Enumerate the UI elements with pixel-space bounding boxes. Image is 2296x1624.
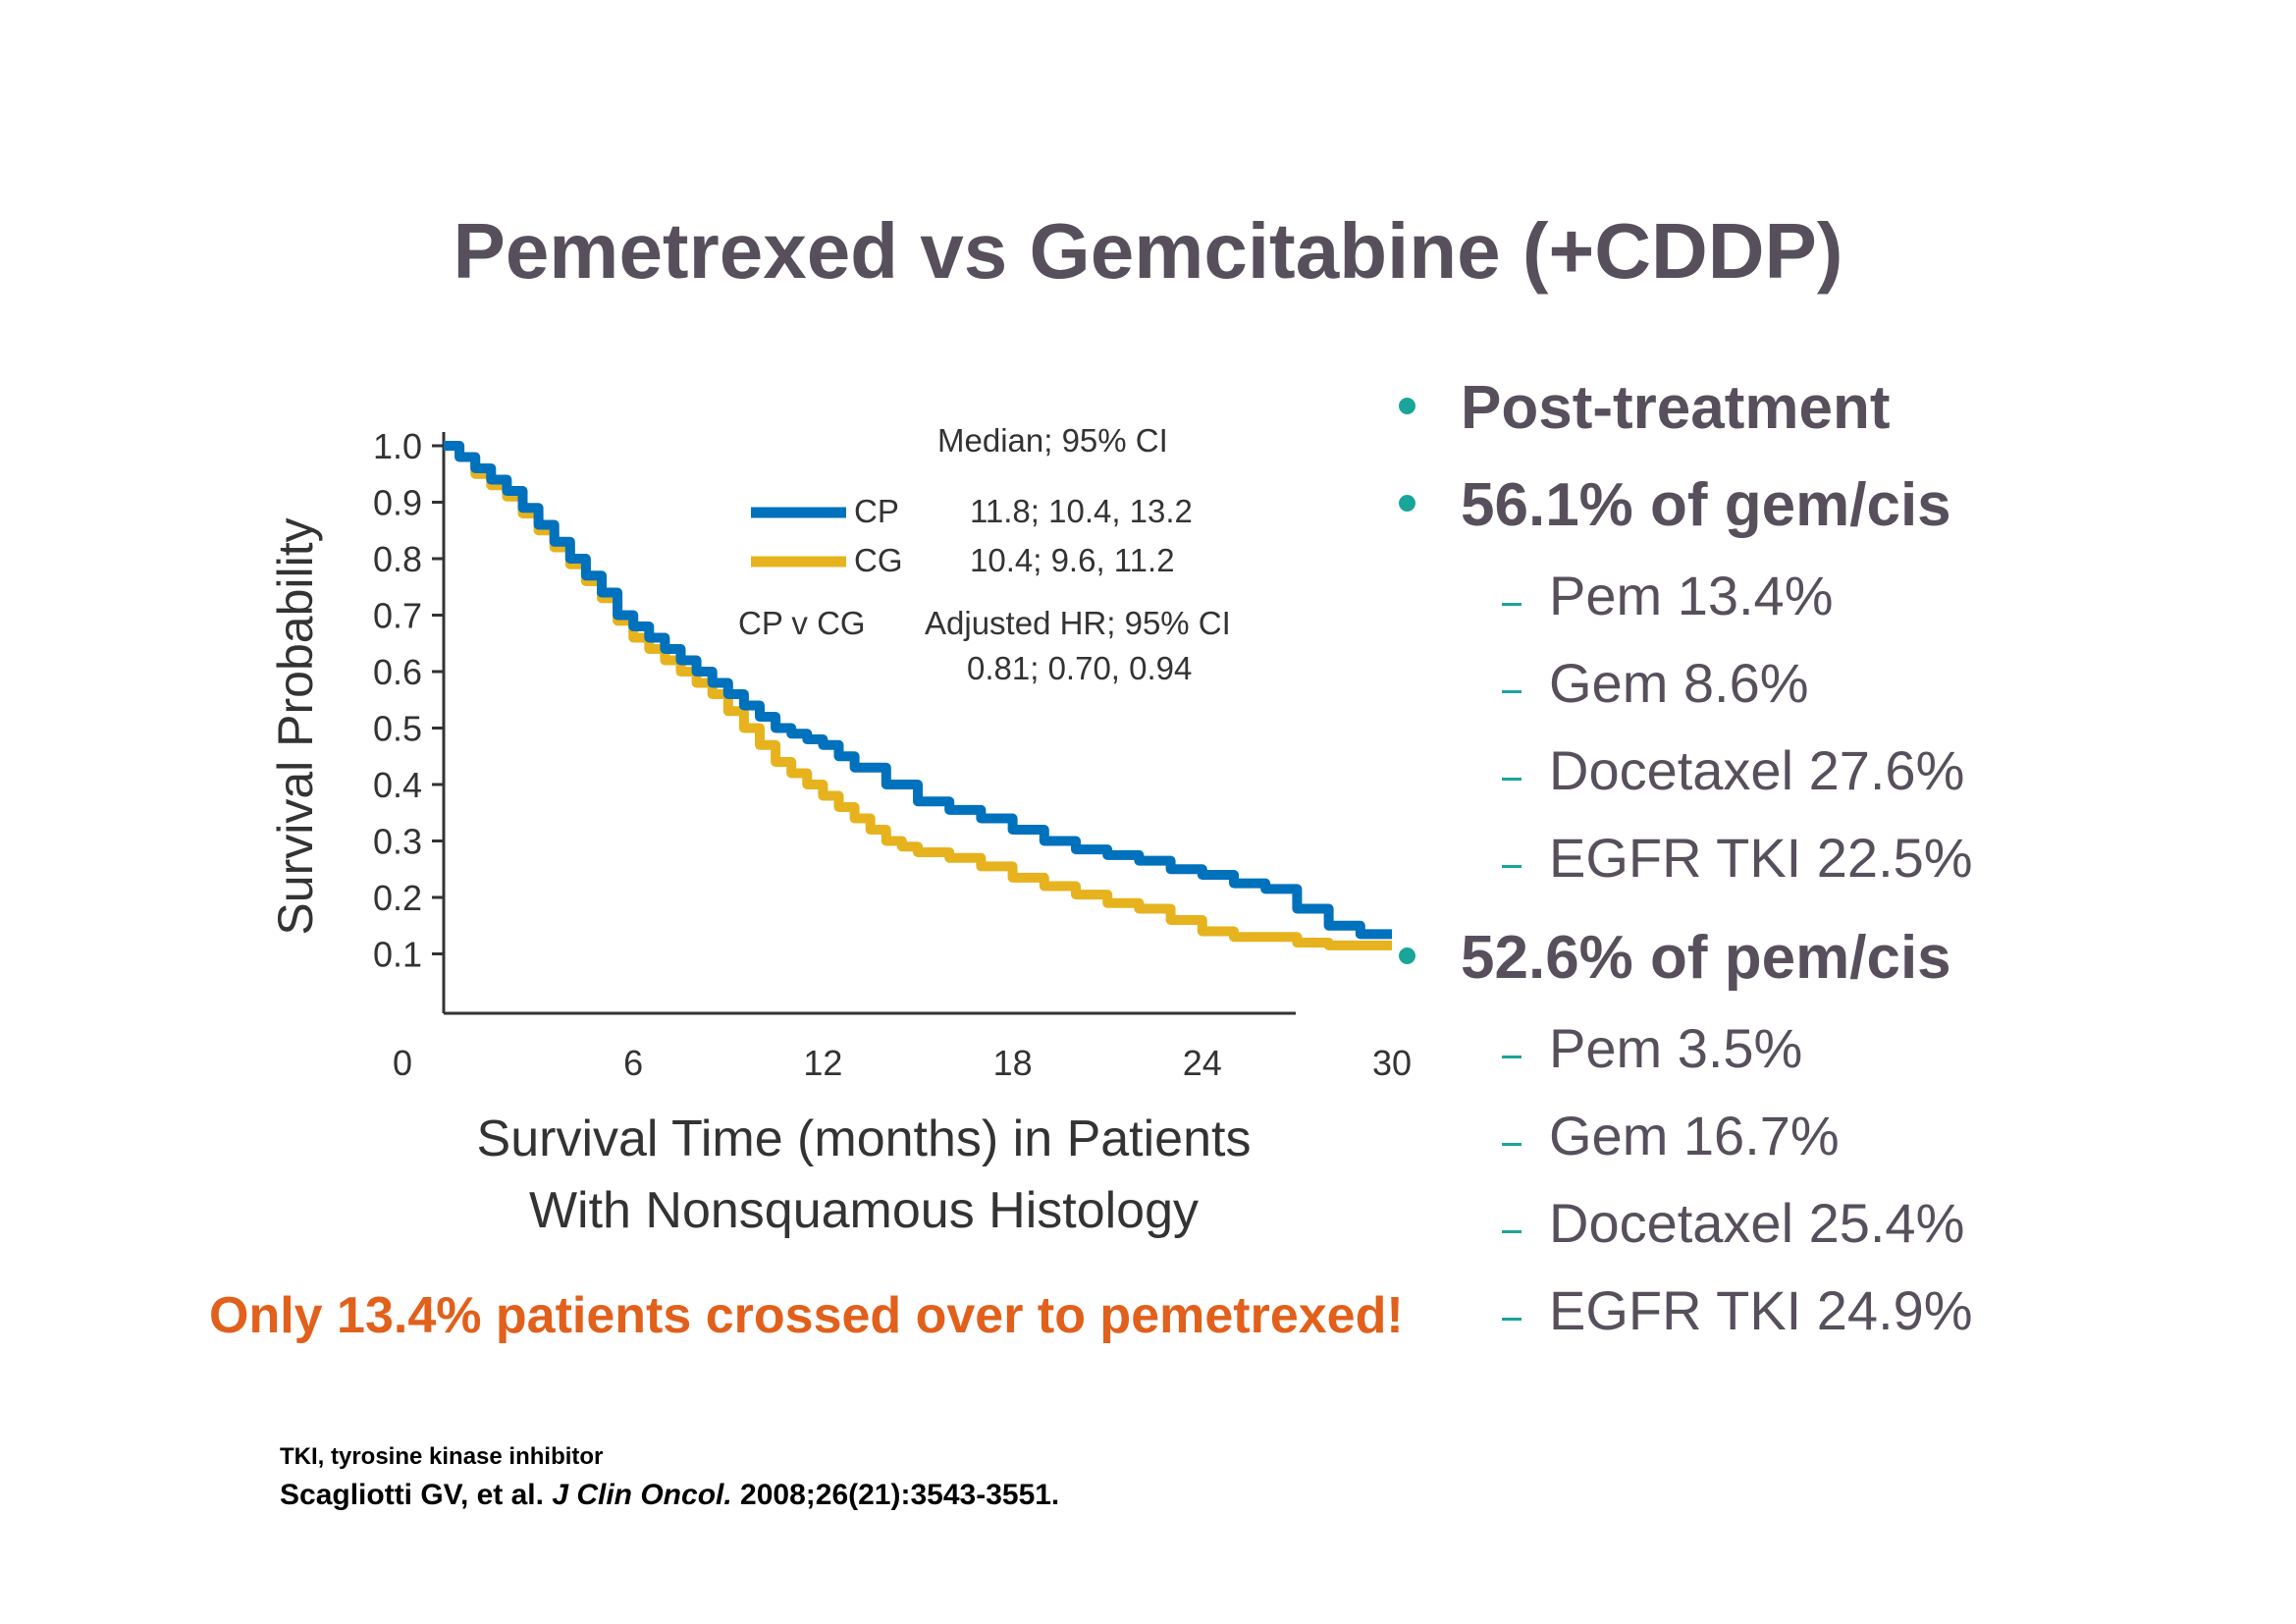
bullet-dash-icon xyxy=(1502,690,1522,693)
bullet-text: Gem 8.6% xyxy=(1549,652,1809,714)
legend-name-cg: CG xyxy=(854,542,903,578)
y-tick-labels: 1.0 0.9 0.8 0.7 0.6 0.5 0.4 0.3 0.2 0.1 xyxy=(373,426,444,975)
bullet-dash-icon xyxy=(1502,1143,1522,1146)
bullet-text: Docetaxel 25.4% xyxy=(1549,1192,1965,1254)
y-tick-label: 0.6 xyxy=(373,652,422,692)
x-axis-label-line-2: With Nonsquamous Histology xyxy=(529,1182,1199,1239)
bullet-text: Docetaxel 27.6% xyxy=(1549,739,1965,801)
x-tick-labels: 0 6 12 18 24 30 xyxy=(393,1043,1412,1083)
y-tick-label: 0.7 xyxy=(373,596,422,636)
x-tick-label: 12 xyxy=(803,1043,842,1083)
bullet-text: Pem 13.4% xyxy=(1549,565,1834,626)
y-tick-label: 1.0 xyxy=(373,426,422,466)
bullet-text: Pem 3.5% xyxy=(1549,1017,1803,1079)
chart-legend: Median; 95% CI CP 11.8; 10.4, 13.2 CG 10… xyxy=(738,422,1231,686)
footnote-abbreviation: TKI, tyrosine kinase inhibitor xyxy=(280,1443,604,1470)
legend-value-cg: 10.4; 9.6, 11.2 xyxy=(970,542,1175,578)
x-tick-label: 18 xyxy=(993,1043,1033,1083)
reference-citation: Scagliotti GV, et al. J Clin Oncol. 2008… xyxy=(280,1479,1059,1512)
footnote: TKI, tyrosine kinase inhibitor Scagliott… xyxy=(280,1443,1059,1512)
y-tick-label: 0.4 xyxy=(373,765,422,805)
series-cg-curve xyxy=(444,441,1392,950)
x-axis-label-line-1: Survival Time (months) in Patients xyxy=(477,1110,1252,1167)
bullet-dot-icon xyxy=(1399,947,1415,964)
bullet-dot-icon xyxy=(1399,398,1415,414)
y-axis-label: Survival Probability xyxy=(268,517,323,935)
bullet-text: 56.1% of gem/cis xyxy=(1461,471,1951,539)
bullet-dash-icon xyxy=(1502,1230,1522,1233)
legend-header: Median; 95% CI xyxy=(937,422,1168,459)
bullet-text: EGFR TKI 24.9% xyxy=(1549,1279,1973,1341)
y-tick-label: 0.9 xyxy=(373,483,422,523)
y-tick-label: 0.1 xyxy=(373,935,422,975)
series-cp-curve xyxy=(444,441,1392,940)
reference-details: 2008;26(21):3543-3551. xyxy=(740,1479,1060,1511)
y-tick-label: 0.5 xyxy=(373,709,422,749)
crossover-callout: Only 13.4% patients crossed over to peme… xyxy=(209,1287,1404,1344)
bullet-text: EGFR TKI 22.5% xyxy=(1549,827,1973,889)
bullet-dot-icon xyxy=(1399,495,1415,512)
bullet-text: Gem 16.7% xyxy=(1549,1105,1840,1166)
bullet-dash-icon xyxy=(1502,603,1522,606)
y-tick-label: 0.8 xyxy=(373,539,422,579)
x-tick-label: 6 xyxy=(623,1043,643,1083)
legend-comparison-label: CP v CG xyxy=(738,605,866,641)
legend-hr-header: Adjusted HR; 95% CI xyxy=(925,605,1231,641)
y-tick-label: 0.2 xyxy=(373,878,422,918)
bullet-text: 52.6% of pem/cis xyxy=(1461,924,1951,992)
bullet-dash-icon xyxy=(1502,1318,1522,1321)
slide-title: Pemetrexed vs Gemcitabine (+CDDP) xyxy=(453,207,1843,295)
bullet-text: Post-treatment xyxy=(1461,374,1891,442)
legend-value-cp: 11.8; 10.4, 13.2 xyxy=(970,493,1193,529)
y-tick-label: 0.3 xyxy=(373,822,422,862)
reference-authors: Scagliotti GV, et al. xyxy=(280,1479,544,1511)
legend-name-cp: CP xyxy=(854,493,899,529)
x-tick-label: 24 xyxy=(1183,1043,1222,1083)
survival-curves xyxy=(444,441,1392,950)
reference-journal: J Clin Oncol. xyxy=(552,1479,732,1511)
bullet-dash-icon xyxy=(1502,1056,1522,1058)
x-tick-label: 0 xyxy=(393,1043,412,1083)
chart-axes xyxy=(442,432,1296,1015)
bullet-dash-icon xyxy=(1502,778,1522,781)
legend-hr-value: 0.81; 0.70, 0.94 xyxy=(967,650,1192,686)
bullet-dash-icon xyxy=(1502,865,1522,868)
x-tick-label: 30 xyxy=(1372,1043,1412,1083)
